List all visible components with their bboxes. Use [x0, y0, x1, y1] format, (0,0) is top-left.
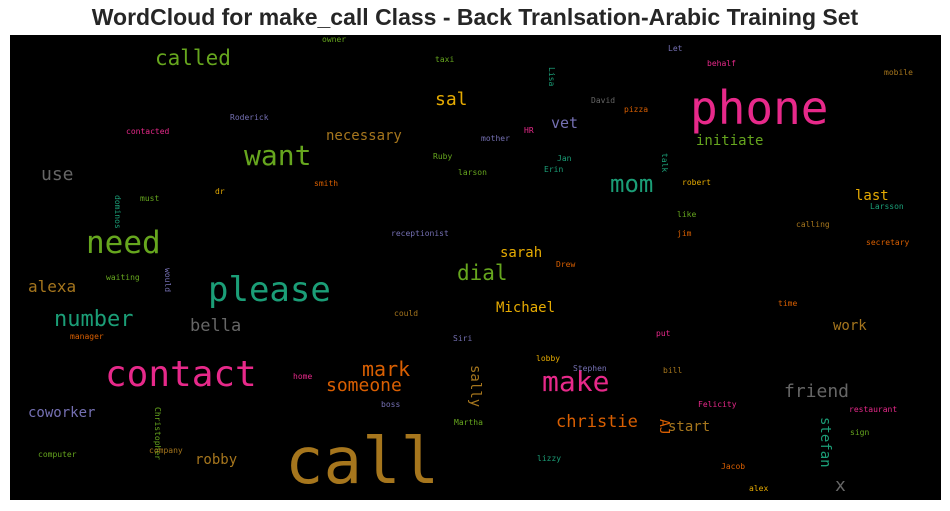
word-smith: smith [314, 179, 339, 188]
word-mobile: mobile [884, 68, 913, 77]
word-martha: Martha [454, 418, 483, 427]
word-jacob: Jacob [721, 462, 746, 471]
word-someone: someone [326, 375, 402, 396]
word-need: need [86, 225, 161, 261]
word-hr: HR [524, 126, 534, 135]
word-put: put [656, 329, 671, 338]
word-let: Let [668, 44, 683, 53]
word-erin: Erin [544, 165, 564, 174]
word-sal: sal [435, 89, 468, 110]
word-siri: Siri [453, 334, 473, 343]
word-jan: Jan [557, 154, 572, 163]
word-manager: manager [70, 332, 104, 341]
word-lizzy: lizzy [537, 454, 562, 463]
word-necessary: necessary [326, 128, 402, 144]
word-boss: boss [381, 400, 401, 409]
word-secretary: secretary [866, 238, 910, 247]
word-larson: larson [458, 168, 487, 177]
word-drew: Drew [556, 260, 576, 269]
word-robby: robby [195, 452, 238, 468]
word-number: number [54, 307, 134, 332]
word-dial: dial [457, 261, 508, 285]
word-mom: mom [610, 170, 654, 198]
word-restaurant: restaurant [849, 405, 898, 414]
word-ruby: Ruby [433, 152, 453, 161]
word-calling: calling [796, 220, 830, 229]
word-christie: christie [556, 412, 638, 432]
word-sally: sally [467, 365, 483, 408]
word-talk: talk [660, 153, 669, 173]
word-like: like [677, 210, 697, 219]
word-dominos: dominos [113, 195, 122, 229]
word-lisa: Lisa [547, 67, 556, 87]
word-home: home [293, 372, 313, 381]
word-robert: robert [682, 178, 711, 187]
word-make: make [542, 365, 610, 398]
word-called: called [155, 46, 231, 70]
word-coworker: coworker [28, 405, 96, 421]
word-pizza: pizza [624, 105, 649, 114]
word-taxi: taxi [435, 55, 455, 64]
word-bella: bella [190, 316, 242, 336]
word-jim: jim [677, 229, 692, 238]
chart-title: WordCloud for make_call Class - Back Tra… [91, 4, 859, 30]
word-computer: computer [38, 450, 77, 459]
word-lobby: lobby [536, 354, 561, 363]
word-want: want [244, 139, 312, 172]
word-owner: owner [322, 35, 347, 44]
word-phone: phone [690, 81, 829, 135]
word-initiate: initiate [696, 133, 764, 149]
word-waiting: waiting [106, 273, 140, 282]
word-sign: sign [850, 428, 870, 437]
word-friend: friend [784, 381, 850, 402]
word-david: David [591, 96, 616, 105]
word-stephen: Stephen [573, 364, 607, 373]
word-must: must [140, 194, 160, 203]
word-x: x [835, 475, 846, 496]
word-felicity: Felicity [698, 400, 737, 409]
word-please: please [208, 270, 331, 310]
word-dr: dr [215, 187, 225, 196]
word-would: would [163, 268, 172, 293]
word-michael: Michael [496, 300, 556, 316]
word-mother: mother [481, 134, 510, 143]
word-bill: bill [663, 366, 683, 375]
word-use: use [41, 164, 74, 185]
word-company: company [149, 446, 183, 455]
word-vet: vet [551, 114, 579, 132]
wordcloud-canvas: call phone contact please need want make mom num… [10, 35, 941, 500]
word-roderick: Roderick [230, 113, 269, 122]
word-time: time [778, 299, 798, 308]
word-could: could [394, 309, 419, 318]
word-contacted: contacted [126, 127, 170, 136]
word-stefan: stefan [817, 417, 833, 468]
word-alex: alex [749, 484, 769, 493]
word-start: start [668, 419, 711, 435]
word-alexa: alexa [28, 277, 77, 296]
word-receptionist: receptionist [391, 229, 449, 238]
word-aj: AJ [656, 419, 671, 435]
word-behalf: behalf [707, 59, 736, 68]
word-work: work [833, 318, 867, 334]
word-mark: mark [362, 357, 411, 381]
word-contact: contact [105, 354, 257, 395]
word-last: last [855, 188, 889, 204]
word-sarah: sarah [500, 245, 543, 261]
word-larsson: Larsson [870, 202, 904, 211]
word-call: call [285, 425, 440, 499]
